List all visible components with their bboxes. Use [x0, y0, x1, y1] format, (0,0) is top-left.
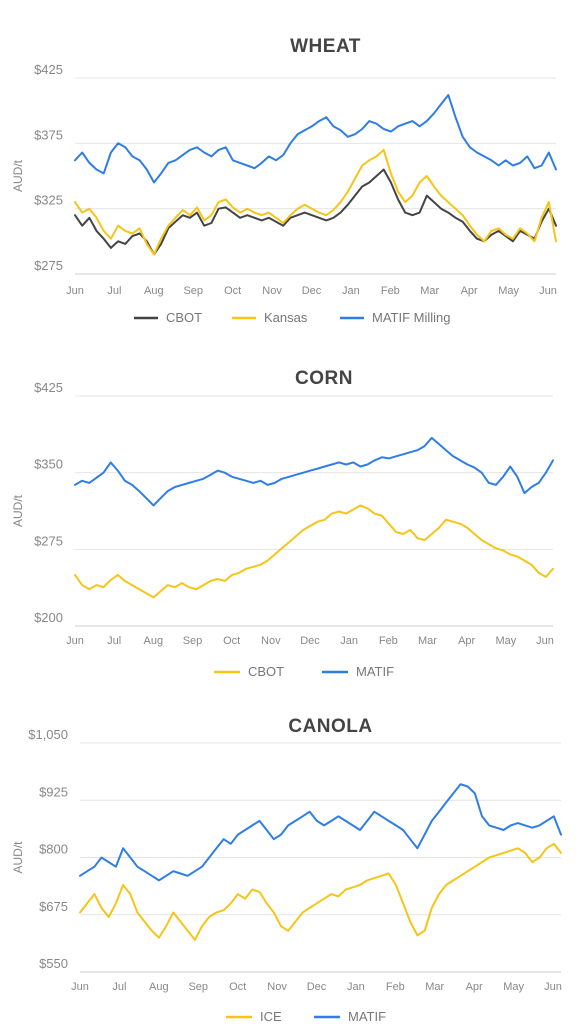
canola-x-tick-label: Jan [347, 981, 365, 993]
canola-x-tick-label: Aug [149, 981, 169, 993]
wheat-x-tick-label: Jul [107, 285, 121, 297]
corn-y-tick-label: $200 [34, 610, 63, 625]
corn-series-matif-line [75, 438, 553, 506]
corn-x-tick-label: Oct [223, 635, 240, 647]
canola-y-tick-label: $800 [39, 842, 68, 857]
canola-x-tick-label: Jun [544, 981, 562, 993]
canola-x-tick-label: Oct [229, 981, 246, 993]
corn-x-tick-label: Feb [379, 635, 398, 647]
corn-x-tick-label: Aug [144, 635, 164, 647]
canola-x-tick-label: Sep [188, 981, 208, 993]
canola-y-tick-label: $1,050 [28, 727, 68, 742]
corn-x-tick-label: Jan [340, 635, 358, 647]
wheat-x-tick-label: Aug [144, 285, 164, 297]
corn-x-tick-label: Nov [261, 635, 281, 647]
corn-x-tick-label: Jul [107, 635, 121, 647]
wheat-x-tick-label: Dec [302, 285, 322, 297]
canola-chart-title: CANOLA [288, 716, 372, 737]
wheat-y-axis-label: AUD/t [11, 159, 25, 192]
wheat-x-tick-label: Nov [262, 285, 282, 297]
corn-x-tick-label: Jun [66, 635, 84, 647]
wheat-y-tick-label: $275 [34, 258, 63, 273]
wheat-chart-title: WHEAT [290, 36, 361, 57]
canola-x-tick-label: Nov [267, 981, 287, 993]
wheat-y-tick-label: $375 [34, 127, 63, 142]
canola-x-tick-label: Jun [71, 981, 89, 993]
canola-y-axis-label: AUD/t [11, 841, 25, 874]
wheat-x-tick-label: Sep [183, 285, 203, 297]
wheat-y-tick-label: $425 [34, 62, 63, 77]
corn-y-tick-label: $275 [34, 533, 63, 548]
canola-x-tick-label: Apr [466, 981, 483, 993]
canola-x-tick-label: May [503, 981, 524, 993]
corn-x-tick-label: Dec [300, 635, 320, 647]
wheat-series-kansas-line [75, 150, 556, 255]
canola-x-tick-label: Dec [307, 981, 327, 993]
canola-legend-label-matif: MATIF [348, 1009, 386, 1024]
canola-series-ice-line [80, 844, 561, 940]
canola-y-tick-label: $550 [39, 956, 68, 971]
wheat-legend-label-matif-milling: MATIF Milling [372, 310, 450, 325]
canola-y-tick-label: $675 [39, 899, 68, 914]
wheat-x-tick-label: Oct [224, 285, 241, 297]
wheat-legend-label-cbot: CBOT [166, 310, 202, 325]
corn-x-tick-label: Jun [536, 635, 554, 647]
corn-x-tick-label: Sep [183, 635, 203, 647]
wheat-series-matif-milling-line [75, 95, 556, 183]
wheat-x-tick-label: Feb [381, 285, 400, 297]
wheat-legend-label-kansas: Kansas [264, 310, 308, 325]
wheat-x-tick-label: Jun [66, 285, 84, 297]
corn-legend-label-cbot: CBOT [248, 664, 284, 679]
canola-x-tick-label: Jul [112, 981, 126, 993]
wheat-x-tick-label: May [498, 285, 519, 297]
corn-y-tick-label: $350 [34, 457, 63, 472]
canola-x-tick-label: Mar [425, 981, 444, 993]
canola-x-tick-label: Feb [386, 981, 405, 993]
wheat-x-tick-label: Jun [539, 285, 557, 297]
wheat-x-tick-label: Mar [420, 285, 439, 297]
wheat-y-tick-label: $325 [34, 193, 63, 208]
canola-series-matif-line [80, 784, 561, 880]
wheat-x-tick-label: Apr [461, 285, 478, 297]
corn-legend-label-matif: MATIF [356, 664, 394, 679]
corn-y-axis-label: AUD/t [11, 494, 25, 527]
corn-x-tick-label: Mar [418, 635, 437, 647]
corn-chart-title: CORN [295, 368, 353, 389]
wheat-x-tick-label: Jan [342, 285, 360, 297]
canola-y-tick-label: $925 [39, 784, 68, 799]
canola-legend-label-ice: ICE [260, 1009, 282, 1024]
corn-x-tick-label: May [495, 635, 516, 647]
corn-x-tick-label: Apr [458, 635, 475, 647]
corn-series-cbot-line [75, 505, 553, 597]
corn-y-tick-label: $425 [34, 380, 63, 395]
